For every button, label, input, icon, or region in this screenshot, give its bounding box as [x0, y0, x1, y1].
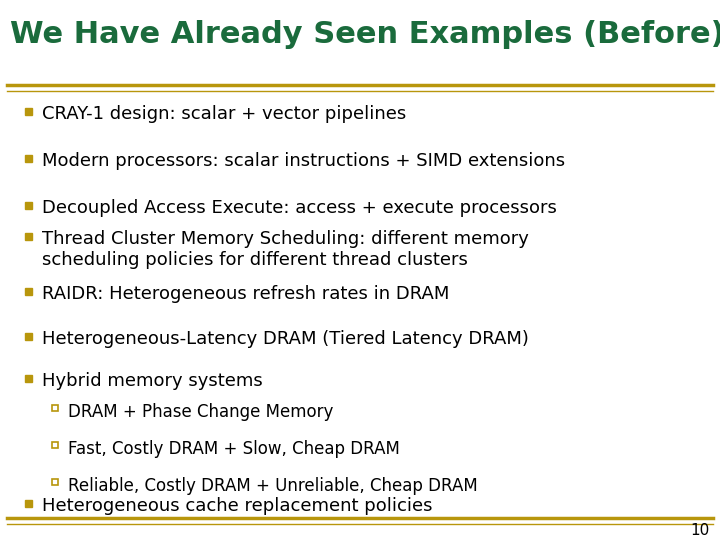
FancyBboxPatch shape: [24, 233, 32, 240]
FancyBboxPatch shape: [24, 154, 32, 161]
Text: RAIDR: Heterogeneous refresh rates in DRAM: RAIDR: Heterogeneous refresh rates in DR…: [42, 285, 449, 303]
Text: Fast, Costly DRAM + Slow, Cheap DRAM: Fast, Costly DRAM + Slow, Cheap DRAM: [68, 440, 400, 458]
Text: Heterogeneous cache replacement policies: Heterogeneous cache replacement policies: [42, 497, 433, 515]
FancyBboxPatch shape: [24, 107, 32, 114]
Text: We Have Already Seen Examples (Before): We Have Already Seen Examples (Before): [10, 20, 720, 49]
Text: Decoupled Access Execute: access + execute processors: Decoupled Access Execute: access + execu…: [42, 199, 557, 217]
FancyBboxPatch shape: [52, 479, 58, 485]
FancyBboxPatch shape: [24, 375, 32, 381]
Text: CRAY-1 design: scalar + vector pipelines: CRAY-1 design: scalar + vector pipelines: [42, 105, 406, 123]
Text: Modern processors: scalar instructions + SIMD extensions: Modern processors: scalar instructions +…: [42, 152, 565, 170]
FancyBboxPatch shape: [52, 405, 58, 411]
FancyBboxPatch shape: [52, 442, 58, 448]
Text: Reliable, Costly DRAM + Unreliable, Cheap DRAM: Reliable, Costly DRAM + Unreliable, Chea…: [68, 477, 478, 495]
Text: 10: 10: [690, 523, 710, 538]
Text: Hybrid memory systems: Hybrid memory systems: [42, 372, 263, 390]
FancyBboxPatch shape: [24, 287, 32, 294]
Text: Thread Cluster Memory Scheduling: different memory
scheduling policies for diffe: Thread Cluster Memory Scheduling: differ…: [42, 230, 529, 269]
FancyBboxPatch shape: [24, 500, 32, 507]
Text: Heterogeneous-Latency DRAM (Tiered Latency DRAM): Heterogeneous-Latency DRAM (Tiered Laten…: [42, 330, 529, 348]
Text: DRAM + Phase Change Memory: DRAM + Phase Change Memory: [68, 403, 333, 421]
FancyBboxPatch shape: [24, 333, 32, 340]
FancyBboxPatch shape: [24, 201, 32, 208]
